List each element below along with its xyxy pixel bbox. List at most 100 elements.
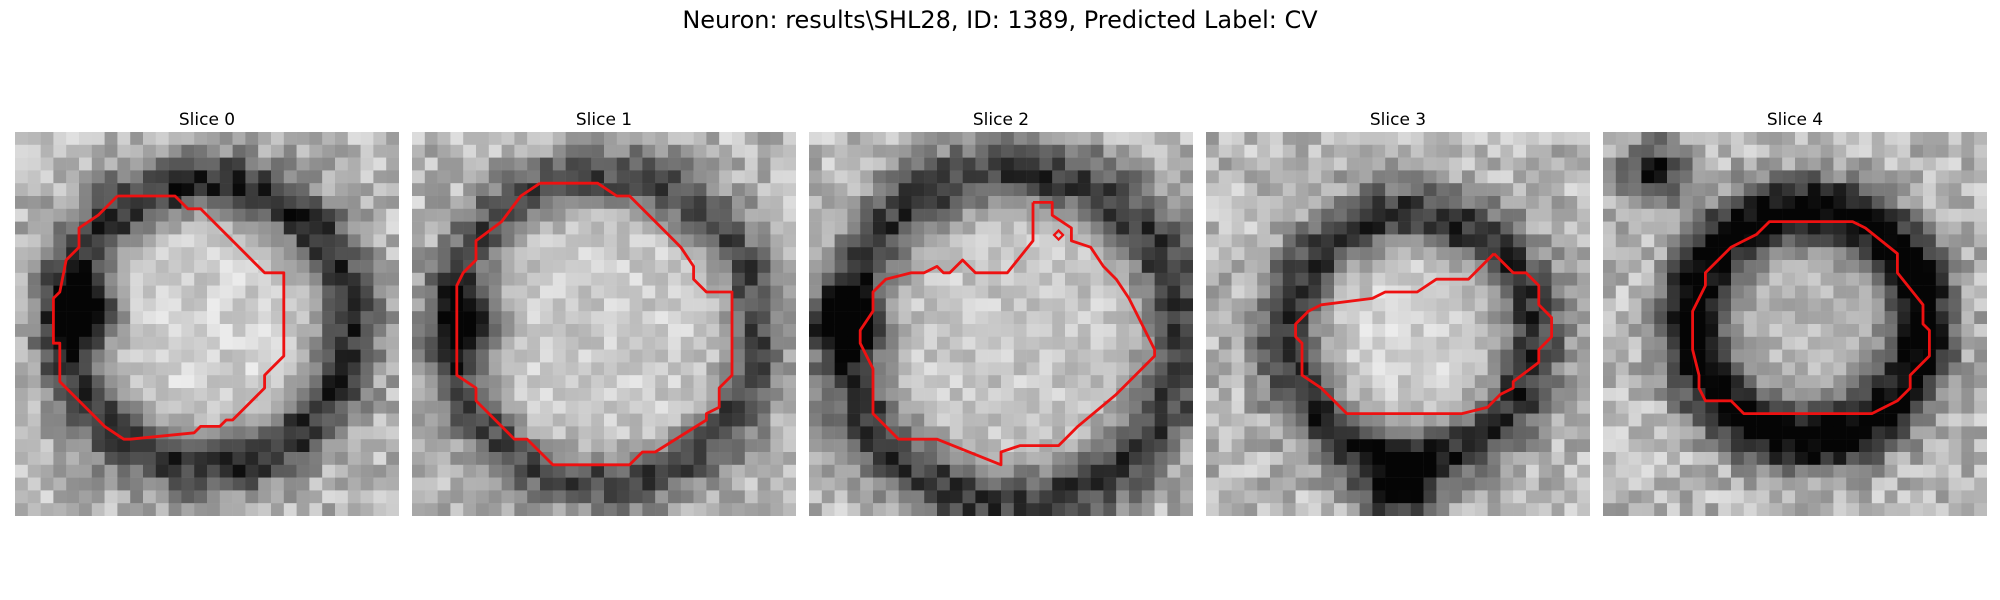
pixel [1871,157,1885,171]
pixel [258,311,272,325]
pixel [1077,298,1091,312]
pixel [757,426,771,440]
pixel [168,400,182,414]
pixel [1679,375,1693,389]
pixel [1743,247,1757,261]
pixel [1398,196,1412,210]
pixel [1423,234,1437,248]
pixel [1871,464,1885,478]
pixel [860,400,874,414]
pixel [1398,157,1412,171]
pixel [1820,298,1834,312]
pixel [847,413,861,427]
pixel [962,298,976,312]
pixel [1935,477,1949,491]
pixel [1052,144,1066,158]
pixel [668,452,682,466]
pixel [924,183,938,197]
pixel [1295,464,1309,478]
pixel [783,272,796,286]
pixel [1769,362,1783,376]
pixel [309,132,323,146]
pixel [962,196,976,210]
pixel [1013,362,1027,376]
pixel [373,503,387,516]
pixel [1833,400,1847,414]
pixel [655,362,669,376]
pixel [744,285,758,299]
pixel [514,452,528,466]
pixel [1013,196,1027,210]
pixel [719,439,733,453]
pixel [117,247,131,261]
pixel [975,285,989,299]
pixel [860,285,874,299]
pixel [885,362,899,376]
pixel [1116,388,1130,402]
pixel [1833,272,1847,286]
pixel [1308,272,1322,286]
pixel [296,477,310,491]
pixel [873,362,887,376]
pixel [1846,196,1860,210]
pixel [501,132,515,146]
pixel [360,157,374,171]
pixel [847,388,861,402]
pixel [706,272,720,286]
pixel [1244,208,1258,222]
pixel [27,388,41,402]
pixel [104,439,118,453]
pixel [770,260,784,274]
pixel [1974,247,1987,261]
pixel [988,144,1002,158]
pixel [1026,477,1040,491]
pixel [1577,234,1590,248]
pixel [104,413,118,427]
pixel [1935,183,1949,197]
pixel [309,208,323,222]
pixel [616,285,630,299]
pixel [91,349,105,363]
pixel [1615,375,1629,389]
pixel [821,375,835,389]
pixel [104,298,118,312]
pixel [1244,336,1258,350]
pixel [1641,426,1655,440]
pixel [552,413,566,427]
pixel [1615,144,1629,158]
pixel [1654,183,1668,197]
pixel [1206,208,1220,222]
pixel [1462,503,1476,516]
pixel [642,247,656,261]
pixel [821,298,835,312]
pixel [719,426,733,440]
pixel [386,324,399,338]
pixel [1013,285,1027,299]
pixel [1090,426,1104,440]
pixel [437,144,451,158]
pixel [66,298,80,312]
pixel [501,196,515,210]
pixel [706,324,720,338]
pixel [40,452,54,466]
pixel [463,477,477,491]
pixel [181,490,195,504]
pixel [386,183,399,197]
pixel [1756,324,1770,338]
pixel [424,503,438,516]
pixel [1334,298,1348,312]
pixel [1180,464,1193,478]
pixel [219,157,233,171]
pixel [642,464,656,478]
pixel [873,490,887,504]
pixel [1103,349,1117,363]
pixel [1705,170,1719,184]
pixel [898,503,912,516]
pixel [386,208,399,222]
pixel [437,298,451,312]
pixel [962,336,976,350]
pixel [565,477,579,491]
pixel [732,400,746,414]
pixel [143,477,157,491]
pixel [1436,439,1450,453]
